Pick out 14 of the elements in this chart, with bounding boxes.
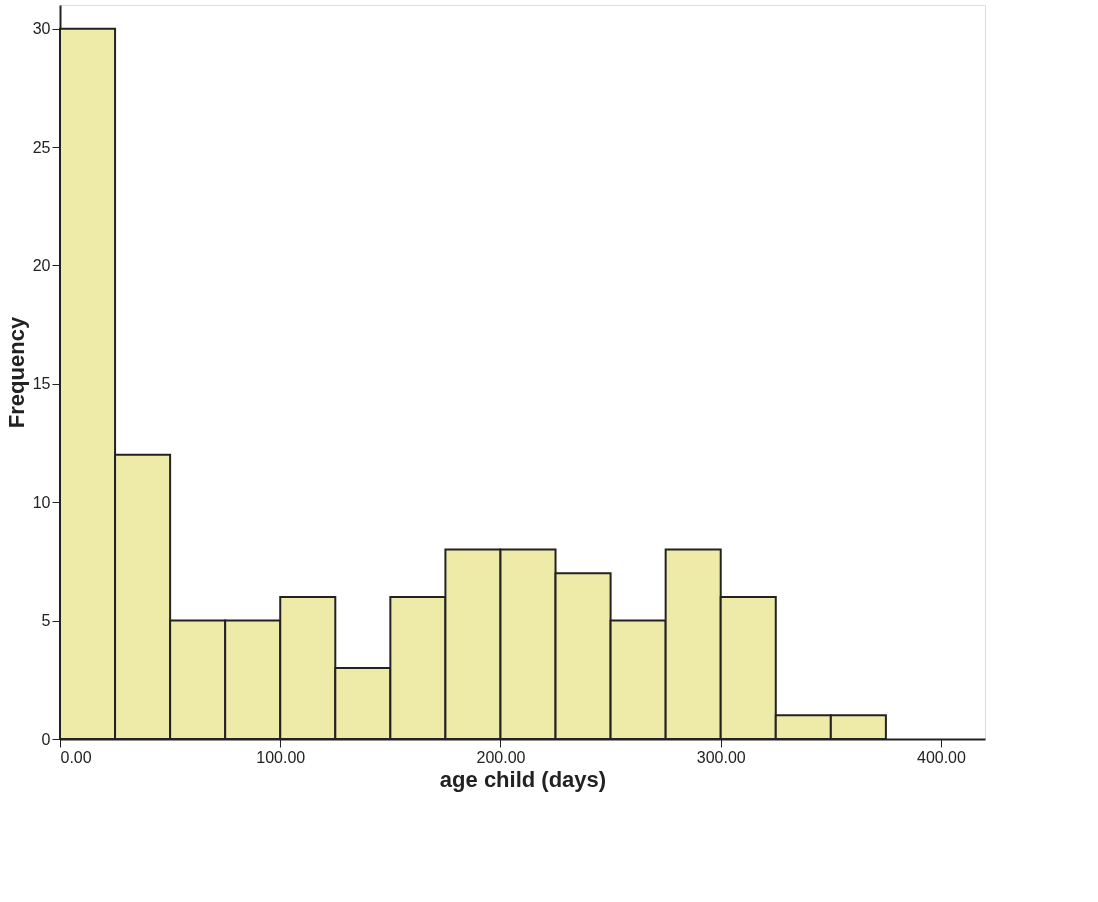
y-tick-label: 5	[41, 612, 51, 630]
y-tick-label: 25	[32, 138, 51, 156]
y-tick-label: 10	[32, 493, 51, 511]
x-tick-label: 100.00	[256, 748, 306, 766]
y-tick-label: 0	[41, 730, 51, 748]
y-tick-label: 15	[32, 375, 51, 393]
x-tick-label: 0.00	[60, 748, 92, 766]
y-axis-title: Frequency	[3, 316, 29, 429]
x-tick-label: 400.00	[916, 748, 967, 766]
y-tick-label: 20	[32, 256, 51, 274]
y-tick-label: 30	[32, 20, 51, 38]
x-tick-label: 200.00	[476, 748, 526, 766]
x-axis-title: age child (days)	[439, 766, 607, 792]
x-tick-label: 300.00	[696, 748, 746, 766]
